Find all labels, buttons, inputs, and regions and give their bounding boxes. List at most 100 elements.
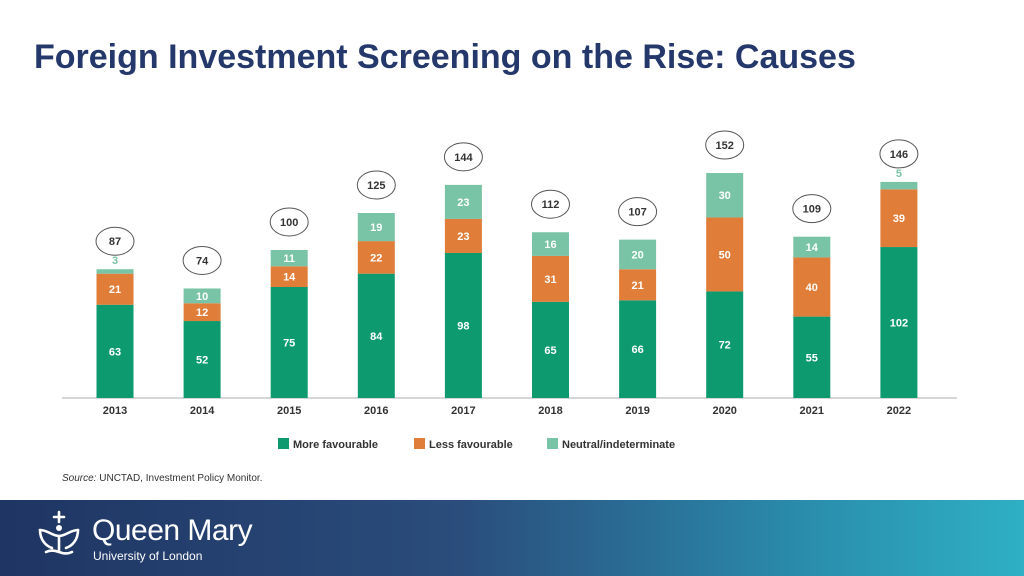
total-label: 87 <box>109 236 121 248</box>
total-label: 109 <box>803 204 821 216</box>
bar-2016-more-favourable <box>357 273 395 398</box>
total-label: 152 <box>716 140 734 152</box>
data-label: 65 <box>544 345 556 357</box>
data-label: 50 <box>719 249 731 261</box>
total-bubble <box>182 245 222 275</box>
data-label: 40 <box>806 282 818 294</box>
bar-2019-more-favourable <box>619 300 657 398</box>
data-label: 3 <box>112 255 118 267</box>
stacked-bar-chart: 6321387201352121074201475141110020158422… <box>62 130 957 451</box>
data-label: 12 <box>196 307 208 319</box>
total-bubble <box>531 189 570 219</box>
source-note: Source: UNCTAD, Investment Policy Monito… <box>62 473 262 484</box>
brand-name: Queen Mary <box>92 514 253 547</box>
data-label: 66 <box>631 344 643 356</box>
total-bubble <box>879 139 919 169</box>
bar-2017-more-favourable <box>444 252 482 398</box>
bar-2020-neutral-indeterminate <box>706 173 744 218</box>
source-label: Source: <box>62 473 97 484</box>
bar-2018-less-favourable <box>532 255 569 302</box>
data-label: 72 <box>719 340 731 352</box>
data-label: 98 <box>457 320 469 332</box>
data-label: 21 <box>109 284 121 296</box>
brand-subtitle: University of London <box>93 549 203 563</box>
x-tick-label: 2018 <box>538 405 562 417</box>
data-label: 22 <box>370 252 382 264</box>
bar-2013-more-favourable <box>96 304 134 398</box>
bar-2013-less-favourable <box>96 273 134 305</box>
data-label: 102 <box>890 318 908 330</box>
bar-2021-less-favourable <box>793 257 831 317</box>
data-label: 52 <box>196 355 208 367</box>
slide-title: Foreign Investment Screening on the Rise… <box>34 38 856 76</box>
data-label: 84 <box>370 331 383 343</box>
bar-2022-less-favourable <box>880 189 918 248</box>
x-tick-label: 2013 <box>103 405 127 417</box>
data-label: 5 <box>896 168 902 180</box>
data-label: 16 <box>544 239 556 251</box>
total-label: 144 <box>454 152 473 164</box>
x-tick-label: 2017 <box>451 405 475 417</box>
queen-mary-crest-icon <box>38 510 80 555</box>
data-label: 21 <box>631 280 643 292</box>
bar-2016-neutral-indeterminate <box>357 213 395 242</box>
legend-swatch <box>414 438 425 449</box>
bar-2019-less-favourable <box>619 269 657 301</box>
bar-2014-less-favourable <box>183 303 221 322</box>
total-label: 74 <box>196 255 209 267</box>
legend-swatch <box>547 438 558 449</box>
footer-banner: Queen Mary University of London <box>0 500 1024 576</box>
x-tick-label: 2020 <box>712 405 736 417</box>
data-label: 55 <box>806 352 818 364</box>
legend-swatch <box>278 438 289 449</box>
total-bubble <box>356 170 396 200</box>
bar-2018-neutral-indeterminate <box>532 232 569 256</box>
bar-2016-less-favourable <box>357 241 395 274</box>
bar-2013-neutral-indeterminate <box>96 269 134 274</box>
data-label: 14 <box>283 272 296 284</box>
data-label: 23 <box>457 197 469 209</box>
x-tick-label: 2014 <box>190 405 215 417</box>
bar-2015-neutral-indeterminate <box>270 250 308 267</box>
data-label: 39 <box>893 213 905 225</box>
bar-2014-more-favourable <box>183 321 221 398</box>
data-label: 63 <box>109 346 121 358</box>
bar-2017-neutral-indeterminate <box>444 184 482 219</box>
x-tick-label: 2016 <box>364 405 388 417</box>
data-label: 19 <box>370 222 382 234</box>
total-bubble <box>618 197 658 227</box>
total-bubble <box>443 142 483 172</box>
total-bubble <box>705 130 745 160</box>
x-tick-label: 2022 <box>887 405 911 417</box>
total-bubble <box>792 194 832 224</box>
bar-2017-less-favourable <box>444 218 482 253</box>
total-bubble <box>95 226 135 256</box>
x-tick-label: 2015 <box>277 405 301 417</box>
source-text: UNCTAD, Investment Policy Monitor. <box>99 473 263 484</box>
legend-label: Less favourable <box>429 439 513 451</box>
total-label: 112 <box>542 199 560 211</box>
data-label: 31 <box>544 274 556 286</box>
bar-2014-neutral-indeterminate <box>183 288 221 304</box>
data-label: 10 <box>196 291 208 303</box>
total-label: 146 <box>890 149 908 161</box>
bar-2022-more-favourable <box>880 247 918 398</box>
total-label: 125 <box>367 180 385 192</box>
legend-label: More favourable <box>293 439 378 451</box>
bar-2021-neutral-indeterminate <box>793 236 831 258</box>
bar-2015-more-favourable <box>270 287 308 398</box>
bar-2022-neutral-indeterminate <box>880 181 918 190</box>
data-label: 14 <box>806 242 819 254</box>
x-tick-label: 2019 <box>625 405 649 417</box>
data-label: 75 <box>283 338 295 350</box>
data-label: 30 <box>719 190 731 202</box>
total-label: 107 <box>628 207 646 219</box>
x-tick-label: 2021 <box>800 405 824 417</box>
total-bubble <box>269 207 309 237</box>
bar-2018-more-favourable <box>532 301 569 398</box>
data-label: 20 <box>631 249 643 261</box>
data-label: 23 <box>457 231 469 243</box>
bar-2020-more-favourable <box>706 291 744 398</box>
bar-2015-less-favourable <box>270 266 308 287</box>
legend-label: Neutral/indeterminate <box>562 439 675 451</box>
